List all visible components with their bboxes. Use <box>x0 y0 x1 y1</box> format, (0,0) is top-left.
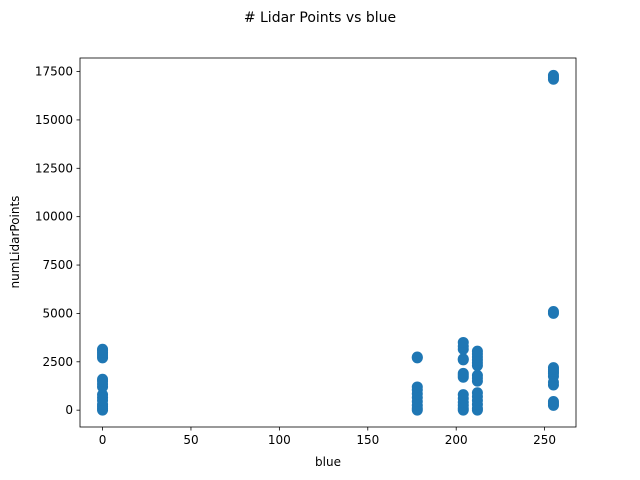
data-point <box>547 395 559 407</box>
y-tick-label: 15000 <box>35 113 73 127</box>
data-point <box>97 373 109 385</box>
data-point <box>471 369 483 381</box>
data-point <box>457 353 469 365</box>
x-tick-label: 50 <box>183 433 198 447</box>
x-tick-label: 250 <box>533 433 556 447</box>
y-tick-label: 7500 <box>42 258 73 272</box>
y-axis-label: numLidarPoints <box>8 196 22 289</box>
x-tick-label: 100 <box>268 433 291 447</box>
data-point <box>457 336 469 348</box>
y-tick-label: 0 <box>65 403 73 417</box>
y-tick-label: 2500 <box>42 355 73 369</box>
points-layer <box>97 69 559 416</box>
data-point <box>471 345 483 357</box>
x-axis-ticks: 0 50 100 150 200 250 <box>99 427 556 447</box>
chart-title: # Lidar Points vs blue <box>244 10 396 26</box>
data-point <box>97 389 109 401</box>
data-point <box>411 351 423 363</box>
x-axis-label: blue <box>315 455 341 469</box>
data-point <box>97 343 109 355</box>
data-point <box>457 367 469 379</box>
x-tick-label: 150 <box>356 433 379 447</box>
x-tick-label: 0 <box>99 433 107 447</box>
y-tick-label: 5000 <box>42 306 73 320</box>
data-point <box>411 381 423 393</box>
data-point <box>547 362 559 374</box>
data-point <box>547 305 559 317</box>
plot-frame <box>79 57 577 428</box>
y-tick-label: 17500 <box>35 65 73 79</box>
plot-area <box>80 58 576 427</box>
y-tick-label: 10000 <box>35 210 73 224</box>
data-point <box>547 69 559 81</box>
data-point <box>471 387 483 399</box>
y-axis-ticks: 0 2500 5000 7500 10000 12500 15000 17500 <box>35 65 80 417</box>
x-tick-label: 200 <box>445 433 468 447</box>
y-tick-label: 12500 <box>35 161 73 175</box>
data-point <box>457 389 469 401</box>
